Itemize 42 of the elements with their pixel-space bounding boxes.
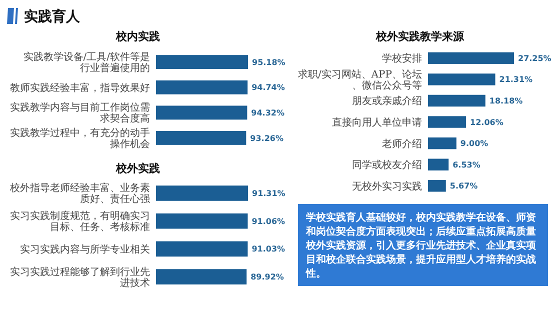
y-tick-label: 实习实践过程能够了解到行业先进技术: [10, 266, 150, 289]
chart-title: 校外实践教学来源: [375, 30, 465, 43]
data-label: 94.74%: [252, 83, 285, 92]
y-tick-label: 实习实践制度规范，有明确实习目标、任务、考核标准: [10, 210, 150, 234]
bar: [428, 180, 446, 192]
bar: [428, 158, 449, 170]
y-tick-label: 直接向用人单位申请: [332, 116, 422, 128]
y-tick-label: 学校安排: [382, 52, 422, 65]
bar: [428, 116, 466, 128]
chart-title: 校内实践: [115, 30, 160, 43]
y-tick-label: 实践教学内容与目前工作岗位需求契合度高: [10, 102, 150, 125]
bar: [428, 94, 486, 107]
data-label: 12.06%: [470, 118, 504, 127]
data-label: 93.26%: [250, 134, 284, 143]
y-tick-label: 实践教学过程中，有充分的动手操作机会: [10, 126, 150, 150]
y-tick-label: 同学或校友介绍: [352, 159, 422, 172]
y-tick-label: 实习实践内容与所学专业相关: [20, 243, 150, 256]
data-label: 18.18%: [489, 96, 523, 106]
data-label: 21.31%: [499, 75, 533, 84]
y-tick-label: 求职/实习网站、APP、论坛、微信公众号等: [298, 68, 422, 92]
data-label: 94.32%: [251, 108, 284, 118]
data-label: 9.00%: [460, 139, 488, 148]
data-label: 91.06%: [252, 216, 286, 226]
data-label: 91.03%: [252, 244, 286, 254]
data-label: 6.53%: [452, 160, 480, 170]
data-label: 91.31%: [252, 189, 286, 198]
y-tick-label: 教师实践经验丰富，指导效果好: [10, 82, 150, 94]
text: 实践育人: [24, 8, 81, 25]
text: 学校实践育人基础较好，校内实践教学在设备、师资和岗位契合度方面表现突出；后续应重点拓展高质量校外实践资源，引入更多行业先进技术、企业真实项目和校企联合实践场景，提升应用型人才培养的实战性。: [305, 212, 537, 280]
bar: [428, 74, 496, 86]
data-label: 89.92%: [250, 272, 284, 282]
data-label: 5.67%: [450, 182, 478, 191]
data-label: 27.25%: [518, 54, 552, 63]
y-tick-label: 无校外实习实践: [352, 180, 422, 192]
bar: [428, 52, 514, 64]
y-tick-label: 实践教学设备/工具/软件等是行业普遍使用的: [23, 51, 150, 74]
y-tick-label: 老师介绍: [382, 138, 422, 150]
bar: [428, 137, 456, 150]
chart-title: 校外实践: [115, 162, 160, 175]
y-tick-label: 校外指导老师经验丰富、业务素质好、责任心强: [9, 182, 150, 206]
y-tick-label: 朋友或亲戚介绍: [352, 95, 422, 108]
data-label: 95.18%: [252, 58, 286, 67]
